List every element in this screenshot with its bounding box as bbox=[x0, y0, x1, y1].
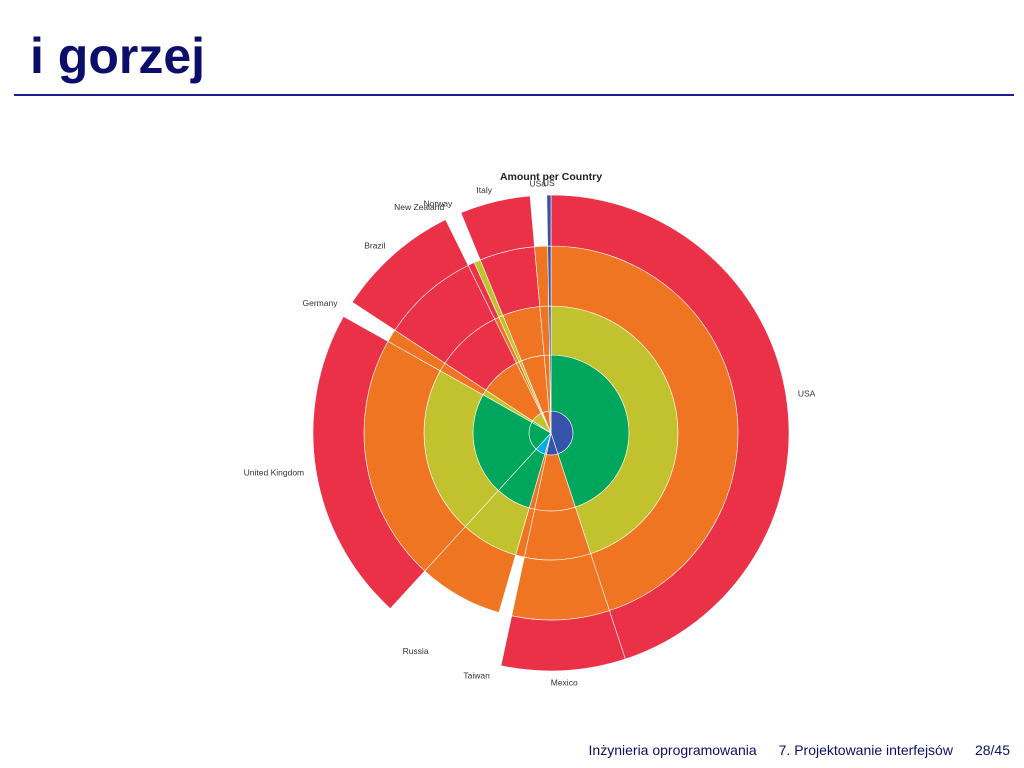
slice-label-brazil: Brazil bbox=[364, 241, 385, 251]
slice-label-germany: Germany bbox=[303, 298, 339, 308]
slide-title: i gorzej bbox=[30, 28, 206, 84]
sunburst-chart: Amount per Country USA Mexico Taiwan Russia… bbox=[230, 160, 830, 700]
footer-lecture: 7. Projektowanie interfejsów bbox=[778, 742, 953, 758]
slice-us-level-5 bbox=[546, 194, 552, 247]
slice-label-taiwan: Taiwan bbox=[463, 670, 490, 680]
footer: Inżynieria oprogramowania 7. Projektowan… bbox=[589, 742, 1010, 758]
slice-italy-level-5 bbox=[460, 195, 535, 261]
slice-label-us: US bbox=[543, 178, 555, 188]
slice-mexico-level-5 bbox=[500, 610, 626, 672]
footer-course: Inżynieria oprogramowania bbox=[588, 742, 757, 758]
slice-label-new-zealand: New Zealand bbox=[394, 202, 444, 212]
chart-svg: Amount per Country USA Mexico Taiwan Russia… bbox=[244, 171, 816, 688]
slice-label-usa: USa bbox=[529, 178, 546, 188]
chart-title: Amount per Country bbox=[500, 171, 602, 183]
slice-brazil-level-5 bbox=[351, 219, 469, 331]
slice-label-united-kingdom: United Kingdom bbox=[244, 468, 304, 478]
chart-labels: USA Mexico Taiwan Russia United Kingdom Germa… bbox=[244, 178, 816, 688]
slice-united-kingdom-level-5 bbox=[312, 316, 426, 609]
slice-label-italy: Italy bbox=[476, 185, 492, 195]
slice-label-mexico: Mexico bbox=[551, 678, 578, 688]
chart-slices bbox=[312, 194, 790, 672]
title-divider bbox=[14, 94, 1014, 96]
slice-usa-level-5 bbox=[550, 194, 790, 660]
slice-label-usa: USA bbox=[798, 388, 816, 398]
slice-label-norway: Norway bbox=[423, 198, 453, 208]
slice-label-russia: Russia bbox=[403, 646, 429, 656]
footer-page-number: 28/45 bbox=[974, 742, 1010, 758]
